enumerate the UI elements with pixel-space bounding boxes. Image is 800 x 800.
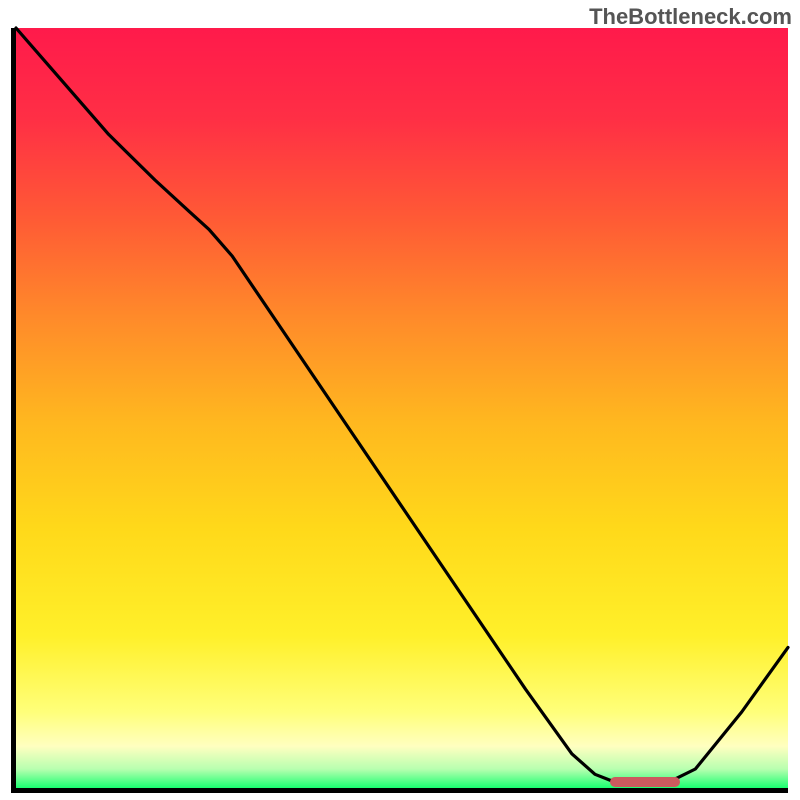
bottleneck-chart: TheBottleneck.com: [0, 0, 800, 800]
y-axis-line: [11, 28, 16, 793]
plot-area: [16, 28, 788, 788]
optimal-marker: [610, 777, 679, 788]
curve-path: [16, 28, 788, 780]
watermark-text: TheBottleneck.com: [589, 4, 792, 30]
bottleneck-curve: [16, 28, 788, 788]
x-axis-line: [11, 788, 788, 793]
